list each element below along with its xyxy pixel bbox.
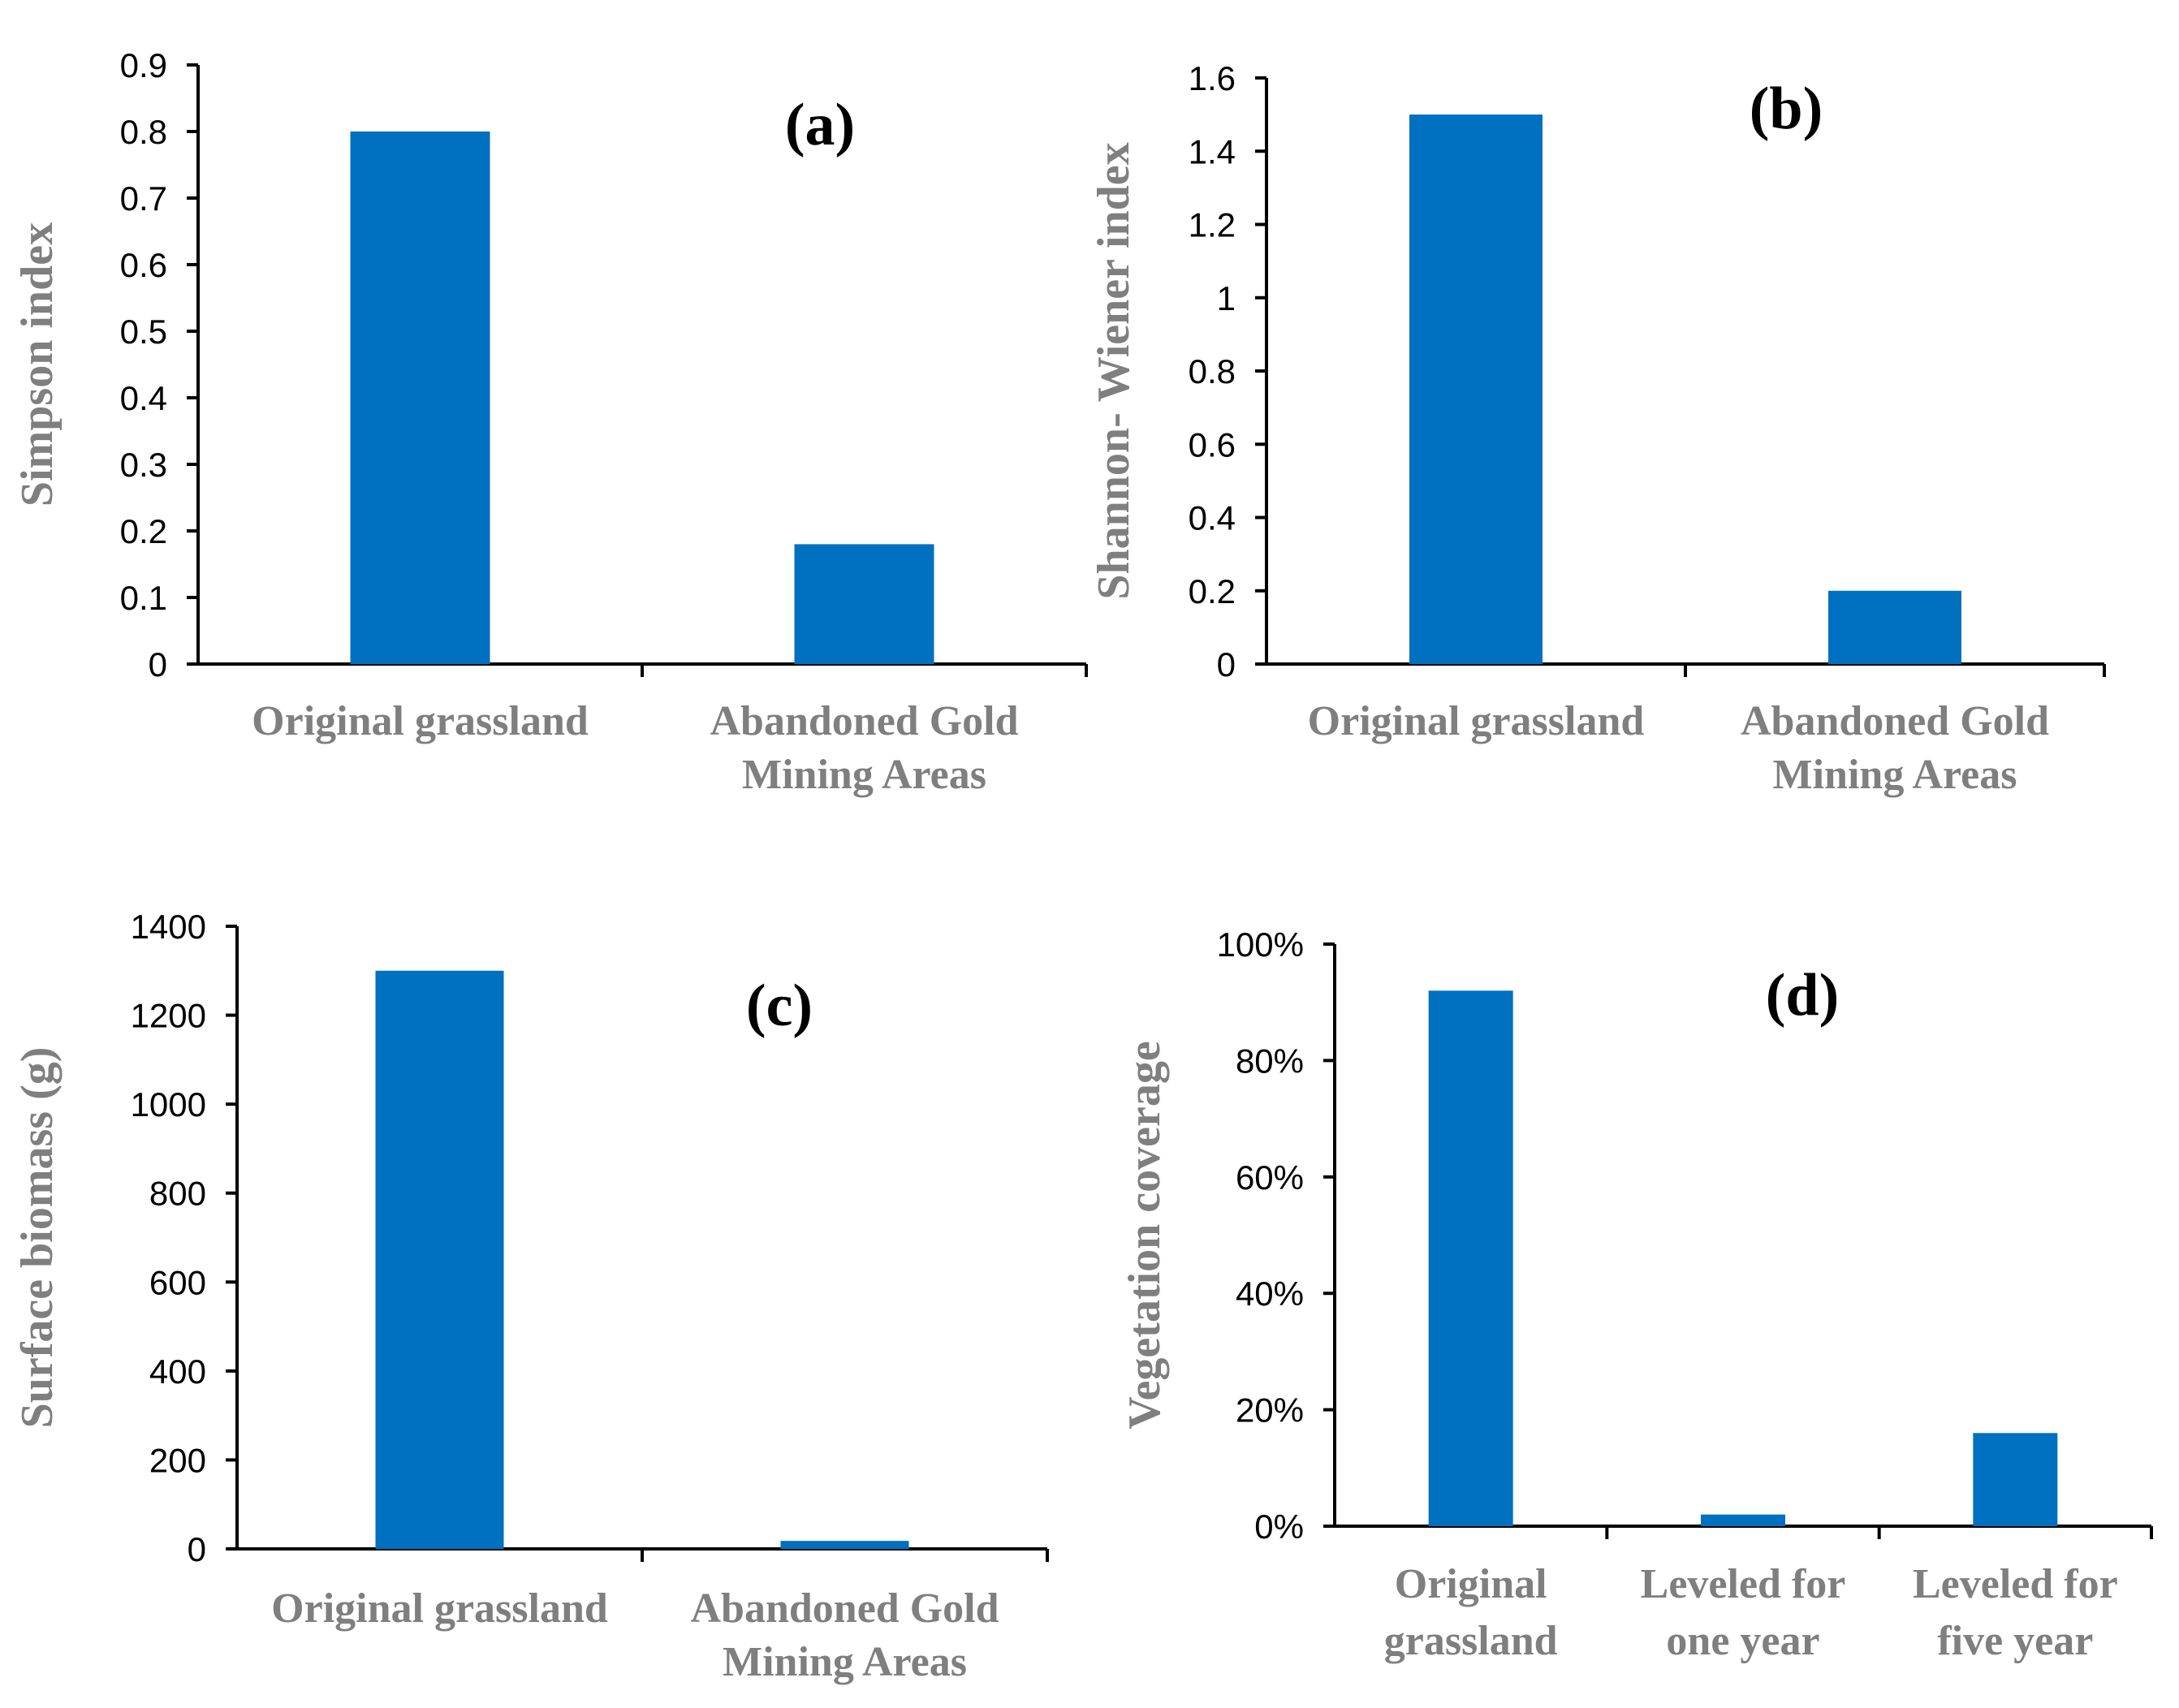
y-tick-label: 0 (1217, 645, 1236, 684)
panel-b: 0 0.2 0.4 0.6 0.8 1 1.2 1.4 1.6 Original grasslan… (1089, 59, 2106, 798)
y-tick-label: 0 (149, 645, 167, 684)
y-tick-label: 800 (149, 1175, 206, 1213)
x-category-label: one year (1666, 1618, 1819, 1664)
panel-d: 0% 20% 40% 60% 80% 100% Original grassland Level… (1120, 925, 2153, 1664)
bar-a-2 (794, 544, 934, 664)
x-category-label: Original (1395, 1561, 1547, 1607)
y-tick-label: 0.2 (120, 512, 167, 550)
x-category-label: Mining Areas (742, 752, 986, 798)
x-category-label: Abandoned Gold (710, 698, 1018, 744)
y-axis-title: Vegetation coverage (1120, 1041, 1170, 1429)
panel-label: (c) (746, 973, 813, 1039)
y-tick-label: 600 (149, 1263, 206, 1301)
bar-a-1 (350, 132, 490, 664)
panel-c: 0 200 400 600 800 1000 1200 1400 Original grassl… (12, 908, 1049, 1685)
y-tick-label: 0.6 (120, 246, 167, 284)
x-category-label: Abandoned Gold (1741, 698, 2049, 744)
y-tick-label: 0.2 (1189, 572, 1236, 610)
y-tick-label: 40% (1236, 1275, 1304, 1313)
y-tick-label: 0.1 (120, 579, 167, 617)
x-category-label: Abandoned Gold (690, 1585, 999, 1632)
y-tick-label: 100% (1217, 925, 1304, 964)
bar-d-1 (1428, 990, 1513, 1526)
y-axis-title: Surface biomass (g) (12, 1047, 63, 1429)
y-tick-label: 0.7 (120, 179, 167, 218)
y-tick-label: 1.4 (1189, 132, 1236, 170)
bar-c-2 (780, 1541, 909, 1549)
y-tick-label: 0.4 (120, 379, 167, 417)
x-category-label: Original grassland (252, 698, 589, 744)
y-tick-label: 0.8 (120, 113, 167, 151)
panel-label: (a) (785, 92, 855, 158)
y-tick-label: 0.8 (1189, 352, 1236, 390)
y-tick-label: 0.4 (1189, 499, 1236, 537)
y-tick-label: 0.5 (120, 313, 167, 351)
x-category-label: Leveled for (1913, 1561, 2118, 1607)
y-tick-label: 200 (149, 1441, 206, 1479)
bar-d-3 (1973, 1433, 2058, 1526)
panel-a: 0 0.1 0.2 0.3 0.4 0.5 0.6 0.7 0.8 0.9 Original gra… (12, 46, 1088, 798)
x-category-label: five year (1937, 1618, 2093, 1664)
panel-label: (b) (1750, 75, 1823, 142)
y-tick-label: 20% (1236, 1391, 1304, 1430)
x-category-label: Original grassland (1308, 698, 1645, 744)
y-tick-label: 0.9 (120, 46, 167, 84)
y-tick-label: 80% (1236, 1042, 1304, 1080)
y-tick-label: 0.6 (1189, 425, 1236, 464)
y-tick-label: 400 (149, 1352, 206, 1391)
y-axis-title: Shannon- Wiener index (1089, 142, 1139, 599)
y-tick-label: 0 (188, 1530, 206, 1568)
bar-b-2 (1828, 590, 1961, 664)
panel-label: (d) (1766, 962, 1839, 1029)
y-tick-label: 1 (1217, 279, 1236, 317)
bar-b-1 (1409, 114, 1543, 664)
y-tick-label: 1000 (131, 1085, 206, 1124)
y-tick-label: 1200 (131, 997, 206, 1035)
y-tick-label: 1400 (131, 908, 206, 946)
x-category-label: Original grassland (271, 1585, 608, 1632)
y-tick-label: 0.3 (120, 446, 167, 484)
y-tick-label: 60% (1236, 1158, 1304, 1197)
x-category-label: Mining Areas (723, 1639, 967, 1685)
bar-d-2 (1701, 1514, 1785, 1526)
y-axis-title: Simpson index (12, 222, 63, 507)
y-tick-label: 1.6 (1189, 59, 1236, 97)
x-category-label: Mining Areas (1773, 752, 2017, 798)
x-category-label: Leveled for (1641, 1561, 1846, 1607)
x-category-label: grassland (1384, 1618, 1558, 1664)
y-tick-label: 0% (1254, 1507, 1304, 1546)
bar-c-1 (375, 970, 504, 1549)
y-tick-label: 1.2 (1189, 206, 1236, 244)
